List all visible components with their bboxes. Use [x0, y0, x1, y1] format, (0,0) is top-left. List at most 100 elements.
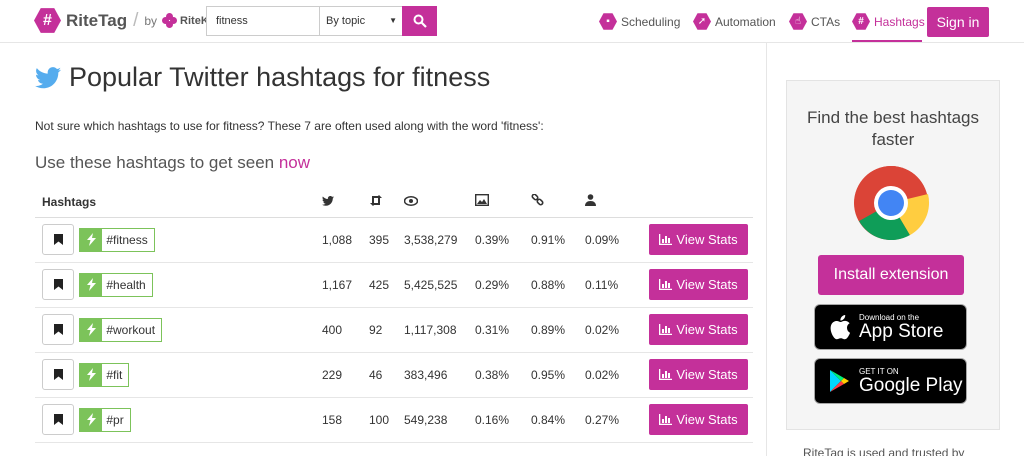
mentions-value: 0.02%: [585, 307, 649, 353]
views-column-header: [403, 187, 475, 218]
hash-logo-icon: #: [34, 8, 61, 33]
bookmark-icon: [53, 369, 63, 380]
view-stats-button[interactable]: View Stats: [649, 404, 748, 435]
bolt-icon: [80, 363, 103, 386]
tag-cell: #fit: [35, 352, 322, 398]
google-play-badge[interactable]: GET IT ON Google Play: [814, 358, 967, 404]
top-header: # RiteTag / by RiteKit By topic ▼ ▪ Sche…: [0, 0, 1024, 43]
app-store-badge[interactable]: Download on the App Store: [814, 304, 967, 350]
hashtag-pill[interactable]: #fit: [79, 362, 130, 387]
hashtags-column-header: Hashtags: [35, 187, 322, 218]
mentions-value: 0.09%: [585, 217, 649, 263]
images-value: 0.31%: [475, 307, 531, 353]
eye-icon: [403, 195, 419, 206]
chevron-down-icon: ▼: [389, 16, 397, 25]
search-button[interactable]: [402, 6, 437, 36]
bar-chart-icon: [659, 414, 673, 425]
ritetag-logo[interactable]: # RiteTag / by RiteKit: [34, 7, 216, 34]
active-nav-indicator: [852, 40, 922, 42]
view-stats-label: View Stats: [676, 412, 738, 427]
actions-cell: View Stats: [649, 352, 753, 398]
views-value: 383,496: [404, 352, 475, 398]
nav-hashtags[interactable]: # Hashtags: [852, 0, 925, 43]
tweets-column-header: [322, 187, 369, 218]
bookmark-button[interactable]: [42, 269, 74, 300]
page-title: Popular Twitter hashtags for fitness: [35, 62, 490, 93]
mentions-value: 0.11%: [585, 262, 649, 308]
bookmark-icon: [53, 324, 63, 335]
google-play-icon: [830, 370, 849, 392]
tag-cell: #workout: [35, 307, 322, 353]
bolt-icon: [80, 318, 103, 341]
view-stats-button[interactable]: View Stats: [649, 359, 748, 390]
table-row: #fitness 1,088 395 3,538,279 0.39% 0.91%…: [35, 217, 753, 263]
bolt-icon: [80, 408, 103, 431]
images-value: 0.29%: [475, 262, 531, 308]
view-stats-label: View Stats: [676, 232, 738, 247]
page-heading: Popular Twitter hashtags for fitness: [69, 62, 491, 92]
hashtag-label: #health: [102, 273, 152, 296]
mentions-value: 0.02%: [585, 352, 649, 398]
links-value: 0.91%: [531, 217, 585, 263]
promo-title: Find the best hashtags faster: [787, 107, 999, 151]
subhead-text: Use these hashtags to get seen: [35, 153, 275, 172]
hashtag-pill[interactable]: #workout: [79, 317, 163, 342]
search-mode-select[interactable]: By topic ▼: [319, 6, 403, 36]
view-stats-button[interactable]: View Stats: [649, 269, 748, 300]
tag-cell: #fitness: [35, 217, 322, 263]
tweets-value: 1,167: [322, 262, 369, 308]
mentions-value: 0.27%: [585, 397, 649, 443]
table-row: #fit 229 46 383,496 0.38% 0.95% 0.02% Vi…: [35, 352, 753, 398]
hashtag-pill[interactable]: #pr: [79, 407, 131, 432]
images-value: 0.16%: [475, 397, 531, 443]
links-value: 0.88%: [531, 262, 585, 308]
mentions-column-header: [585, 187, 649, 218]
bookmark-icon: [53, 234, 63, 245]
retweets-value: 425: [369, 262, 404, 308]
tweets-value: 158: [322, 397, 369, 443]
sidebar-divider: [766, 43, 767, 456]
sign-in-button[interactable]: Sign in: [927, 7, 989, 37]
rocket-icon: ➚: [693, 13, 711, 30]
views-value: 5,425,525: [404, 262, 475, 308]
bar-chart-icon: [659, 369, 673, 380]
nav-scheduling-label: Scheduling: [621, 14, 681, 29]
bookmark-icon: [53, 279, 63, 290]
view-stats-button[interactable]: View Stats: [649, 314, 748, 345]
promo-title-line1: Find the best hashtags: [806, 108, 979, 127]
table-row: #pr 158 100 549,238 0.16% 0.84% 0.27% Vi…: [35, 397, 753, 443]
bookmark-button[interactable]: [42, 224, 74, 255]
nav-automation-label: Automation: [715, 14, 776, 29]
hashtag-pill[interactable]: #fitness: [79, 227, 155, 252]
hashtag-label: #fit: [102, 363, 129, 386]
bolt-icon: [80, 273, 103, 296]
bookmark-button[interactable]: [42, 404, 74, 435]
links-value: 0.84%: [531, 397, 585, 443]
bookmark-button[interactable]: [42, 359, 74, 390]
nav-automation[interactable]: ➚ Automation: [693, 0, 776, 43]
nav-ctas[interactable]: ☝ CTAs: [789, 0, 840, 43]
nav-ctas-label: CTAs: [811, 14, 841, 29]
google-play-small: GET IT ON: [859, 366, 899, 376]
trusted-by-text: RiteTag is used and trusted by: [803, 446, 965, 456]
apple-icon: [830, 315, 851, 340]
subhead: Use these hashtags to get seen now: [35, 153, 310, 173]
hashtag-label: #fitness: [102, 228, 154, 251]
images-value: 0.38%: [475, 352, 531, 398]
image-icon: [474, 194, 490, 207]
install-extension-button[interactable]: Install extension: [818, 255, 964, 295]
hashtag-pill[interactable]: #health: [79, 272, 153, 297]
logo-name: RiteTag: [66, 10, 128, 30]
bookmark-button[interactable]: [42, 314, 74, 345]
nav-scheduling[interactable]: ▪ Scheduling: [599, 0, 680, 43]
bolt-icon: [80, 228, 103, 251]
retweets-value: 395: [369, 217, 404, 263]
bar-chart-icon: [659, 234, 673, 245]
google-play-big: Google Play: [859, 374, 963, 396]
view-stats-button[interactable]: View Stats: [649, 224, 748, 255]
links-value: 0.95%: [531, 352, 585, 398]
user-icon: [585, 194, 596, 207]
hash-icon: #: [852, 13, 870, 30]
twitter-bird-icon: [35, 66, 61, 88]
search-input[interactable]: [206, 6, 320, 36]
